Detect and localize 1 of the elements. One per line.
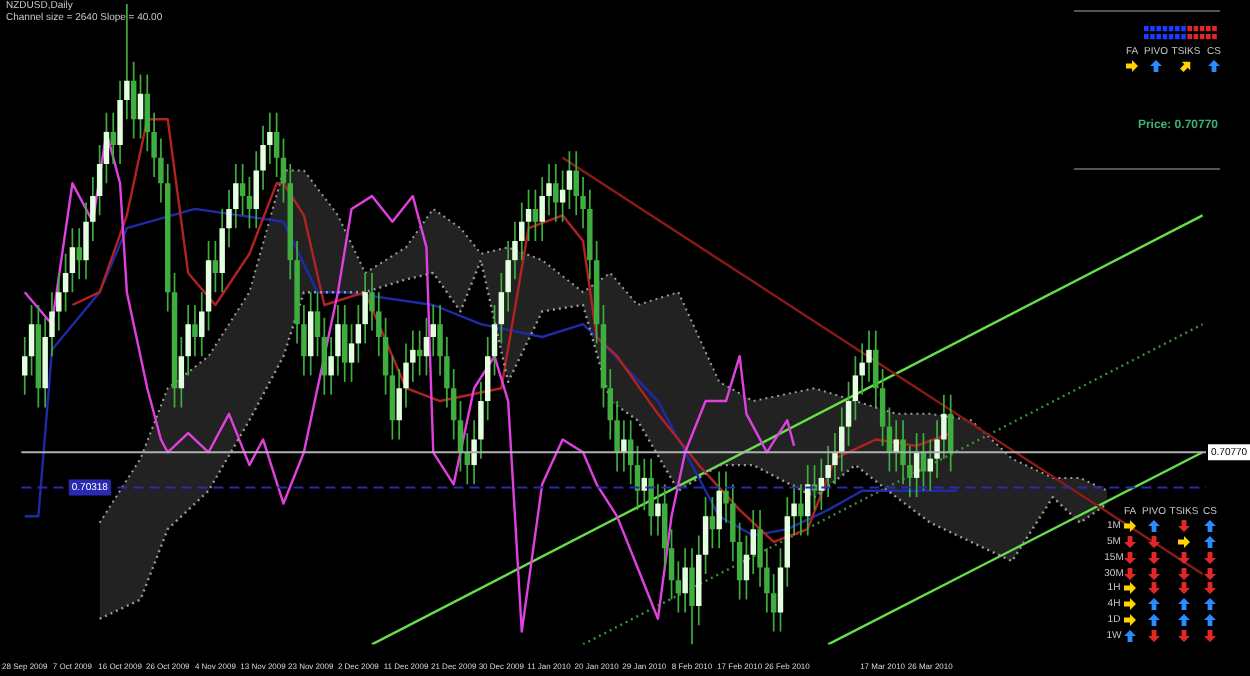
candlestick	[798, 484, 804, 536]
